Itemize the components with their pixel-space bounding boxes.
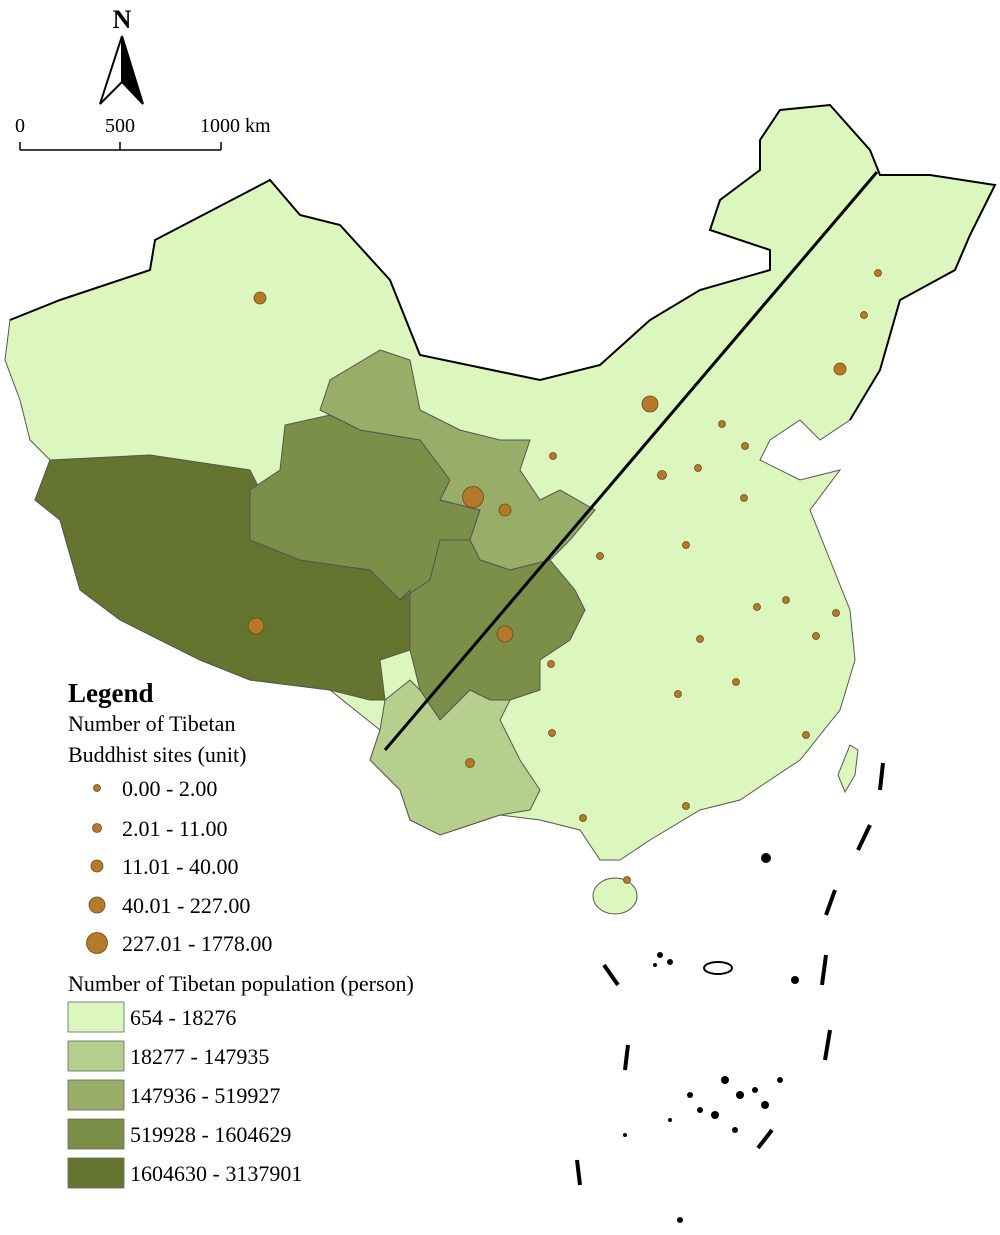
scale-label: 500 (105, 115, 135, 137)
site-dot (740, 494, 748, 502)
site-dot (732, 678, 740, 686)
south-china-sea (575, 762, 885, 1223)
site-dot (462, 486, 484, 508)
legend-label: 227.01 - 1778.00 (122, 931, 272, 956)
legend-dot (93, 784, 101, 792)
legend-label: 0.00 - 2.00 (122, 776, 217, 801)
legend-dot (88, 896, 106, 914)
site-dot (579, 814, 587, 822)
site-dot (496, 625, 514, 643)
scale-label: 0 (15, 115, 25, 137)
china-outline (9, 103, 997, 421)
site-dot (549, 452, 557, 460)
site-dot (874, 269, 882, 277)
site-dot (641, 395, 659, 413)
site-dot (802, 731, 810, 739)
site-dot (682, 541, 690, 549)
scale-bar (19, 142, 222, 151)
site-dot (253, 291, 267, 305)
site-dot (623, 876, 631, 884)
legend-swatch (67, 1001, 125, 1033)
legend-subtitle: Buddhist sites (unit) (68, 742, 246, 767)
legend-swatch (67, 1157, 125, 1189)
site-dot (718, 420, 726, 428)
site-dot (682, 802, 690, 810)
site-dot (657, 470, 667, 480)
site-dot (753, 603, 761, 611)
site-dot (596, 552, 604, 560)
site-dot (696, 635, 704, 643)
site-dot (782, 596, 790, 604)
legend-subtitle: Number of Tibetan population (person) (68, 971, 414, 996)
site-dot (812, 632, 820, 640)
north-label: N (113, 5, 132, 34)
legend-label: 18277 - 147935 (130, 1044, 269, 1069)
legend-sites: 0.00 - 2.00 2.01 - 11.00 11.01 - 40.00 40.0… (86, 776, 272, 956)
hu-line (383, 171, 879, 751)
site-dots (247, 269, 882, 884)
legend-label: 654 - 18276 (130, 1005, 236, 1030)
site-dot (833, 362, 847, 376)
legend-subtitle: Number of Tibetan (68, 711, 235, 736)
site-dot (694, 464, 702, 472)
regions (4, 104, 996, 915)
taiwan (837, 744, 859, 794)
site-dot (247, 617, 265, 635)
legend-dot (86, 932, 108, 954)
legend-population: 654 - 18276 18277 - 147935 147936 - 519927… (67, 1001, 302, 1189)
gansu (319, 349, 596, 571)
legend-title: Legend (68, 678, 154, 708)
site-dot (548, 729, 556, 737)
scale-label: 1000 km (200, 115, 271, 137)
legend-label: 11.01 - 40.00 (122, 854, 239, 879)
site-dot (547, 660, 555, 668)
legend-swatch (67, 1040, 125, 1072)
legend-label: 40.01 - 227.00 (122, 893, 250, 918)
legend-label: 147936 - 519927 (130, 1083, 280, 1108)
north-arrow-left (99, 35, 123, 105)
site-dot (832, 609, 840, 617)
site-dot (741, 442, 749, 450)
site-dot (498, 503, 512, 517)
site-dot (860, 311, 868, 319)
site-dot (465, 758, 475, 768)
site-dot (674, 690, 682, 698)
legend-label: 519928 - 1604629 (130, 1122, 291, 1147)
north-arrow-right (121, 35, 144, 105)
legend-label: 2.01 - 11.00 (122, 816, 228, 841)
legend-label: 1604630 - 3137901 (130, 1161, 302, 1186)
legend-dot (92, 823, 102, 833)
hainan (592, 877, 638, 915)
legend-swatch (67, 1118, 125, 1150)
legend-dot (90, 859, 104, 873)
legend-swatch (67, 1079, 125, 1111)
